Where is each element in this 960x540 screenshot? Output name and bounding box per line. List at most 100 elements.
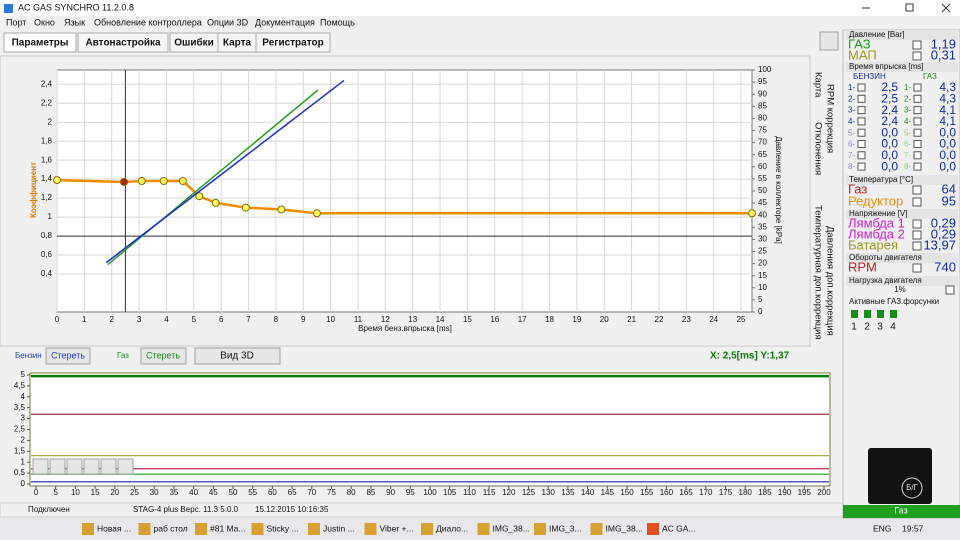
- series-point[interactable]: [312, 209, 321, 218]
- checkbox[interactable]: [912, 197, 922, 207]
- x-tick-label: 50: [229, 488, 238, 497]
- stop-button[interactable]: [49, 458, 66, 475]
- button[interactable]: [45, 347, 91, 365]
- checkbox[interactable]: [857, 117, 866, 126]
- checkbox[interactable]: [912, 241, 922, 251]
- checkbox[interactable]: [945, 285, 955, 295]
- y2-tick-label: 40: [758, 210, 767, 219]
- series-point[interactable]: [178, 177, 187, 186]
- x-tick-label: 5: [53, 488, 58, 497]
- button[interactable]: [140, 347, 187, 365]
- series-point[interactable]: [748, 209, 756, 218]
- toolbar-icon[interactable]: [819, 31, 839, 51]
- y2-tick-label: 80: [758, 114, 767, 123]
- series-point[interactable]: [159, 177, 168, 186]
- down-button[interactable]: [83, 458, 100, 475]
- series-point[interactable]: [241, 203, 250, 212]
- section-header: [846, 209, 958, 219]
- series-point[interactable]: [137, 177, 146, 186]
- y-tick-label: 4: [21, 392, 26, 401]
- back-button[interactable]: [100, 458, 117, 475]
- tab[interactable]: [77, 32, 169, 53]
- x-tick-label: 10: [71, 488, 80, 497]
- series-point[interactable]: [195, 192, 204, 201]
- checkbox[interactable]: [912, 263, 922, 273]
- checkbox[interactable]: [913, 83, 922, 92]
- checkbox[interactable]: [857, 94, 866, 103]
- column-title: БЕНЗИН: [853, 72, 886, 81]
- checkbox[interactable]: [913, 94, 922, 103]
- param-value: 64: [942, 181, 956, 196]
- checkbox[interactable]: [912, 40, 922, 50]
- taskbar-icon[interactable]: [251, 523, 264, 535]
- checkbox[interactable]: [912, 51, 922, 61]
- checkbox[interactable]: [912, 230, 922, 240]
- checkbox[interactable]: [857, 162, 866, 171]
- checkbox[interactable]: [857, 128, 866, 137]
- taskbar-icon[interactable]: [421, 523, 433, 535]
- taskbar-icon[interactable]: [82, 523, 94, 535]
- checkbox[interactable]: [913, 106, 922, 115]
- x-tick-label: 190: [778, 488, 792, 497]
- menu-item: Язык: [64, 17, 85, 27]
- tab[interactable]: [255, 32, 331, 53]
- x-tick-label: 110: [463, 488, 476, 497]
- checkbox[interactable]: [913, 117, 922, 126]
- fuel-mode: Газ: [894, 505, 907, 515]
- checkbox[interactable]: [912, 185, 922, 195]
- play-button[interactable]: [32, 458, 49, 475]
- checkbox[interactable]: [913, 128, 922, 137]
- checkbox[interactable]: [857, 106, 866, 115]
- view3d: Вид 3D: [220, 351, 254, 362]
- maximize-button[interactable]: [905, 3, 914, 12]
- x-tick-label: 8: [274, 315, 279, 324]
- x-tick-label: 45: [209, 488, 218, 497]
- checkbox[interactable]: [857, 140, 866, 148]
- taskbar-icon[interactable]: [590, 523, 603, 535]
- checkbox[interactable]: [857, 83, 866, 92]
- x-tick-label: 180: [739, 488, 753, 497]
- taskbar-icon[interactable]: [647, 523, 659, 535]
- taskbar-icon[interactable]: [477, 523, 490, 535]
- taskbar-icon[interactable]: [138, 523, 151, 535]
- taskbar-lang: ENG: [873, 523, 891, 533]
- y2-tick-label: 65: [758, 150, 767, 159]
- injector-label: 7-: [904, 151, 911, 160]
- button[interactable]: [194, 347, 281, 365]
- close-button[interactable]: [941, 3, 951, 13]
- app-icon: [4, 4, 13, 13]
- series-point[interactable]: [277, 205, 286, 214]
- taskbar-icon[interactable]: [364, 523, 377, 535]
- checkbox[interactable]: [857, 151, 866, 160]
- section-title: Температура [°C]: [849, 175, 913, 184]
- x-tick-label: 4: [164, 315, 169, 324]
- gas-time: 0,0: [939, 148, 956, 162]
- x-tick-label: 16: [490, 315, 499, 324]
- record-button[interactable]: [66, 458, 83, 475]
- taskbar-icon[interactable]: [534, 523, 546, 535]
- taskbar-icon[interactable]: [195, 523, 207, 535]
- series-point[interactable]: [120, 177, 129, 186]
- x-tick-label: 20: [110, 488, 119, 497]
- checkbox[interactable]: [912, 219, 922, 229]
- series-point[interactable]: [53, 176, 61, 185]
- injector-label: 2-: [904, 94, 911, 103]
- param-value: 13,97: [923, 237, 956, 252]
- x-tick-label: 11: [354, 315, 363, 324]
- taskbar-icon[interactable]: [308, 523, 320, 535]
- injector-label: 1-: [848, 83, 855, 92]
- x-tick-label: 40: [189, 488, 198, 497]
- checkbox[interactable]: [913, 151, 922, 160]
- gas-time: 4,3: [939, 80, 956, 94]
- tab[interactable]: [3, 32, 77, 53]
- checkbox[interactable]: [913, 162, 922, 171]
- taskbar-item: Диало...: [436, 523, 468, 533]
- forward-button[interactable]: [117, 458, 134, 475]
- x-tick-label: 105: [443, 488, 457, 497]
- x-tick-label: 19: [572, 315, 581, 324]
- gauge-button[interactable]: [901, 477, 923, 499]
- checkbox[interactable]: [913, 140, 922, 148]
- series-point[interactable]: [211, 198, 220, 207]
- injector-icon: [851, 310, 858, 318]
- x-tick-label: 100: [423, 488, 437, 497]
